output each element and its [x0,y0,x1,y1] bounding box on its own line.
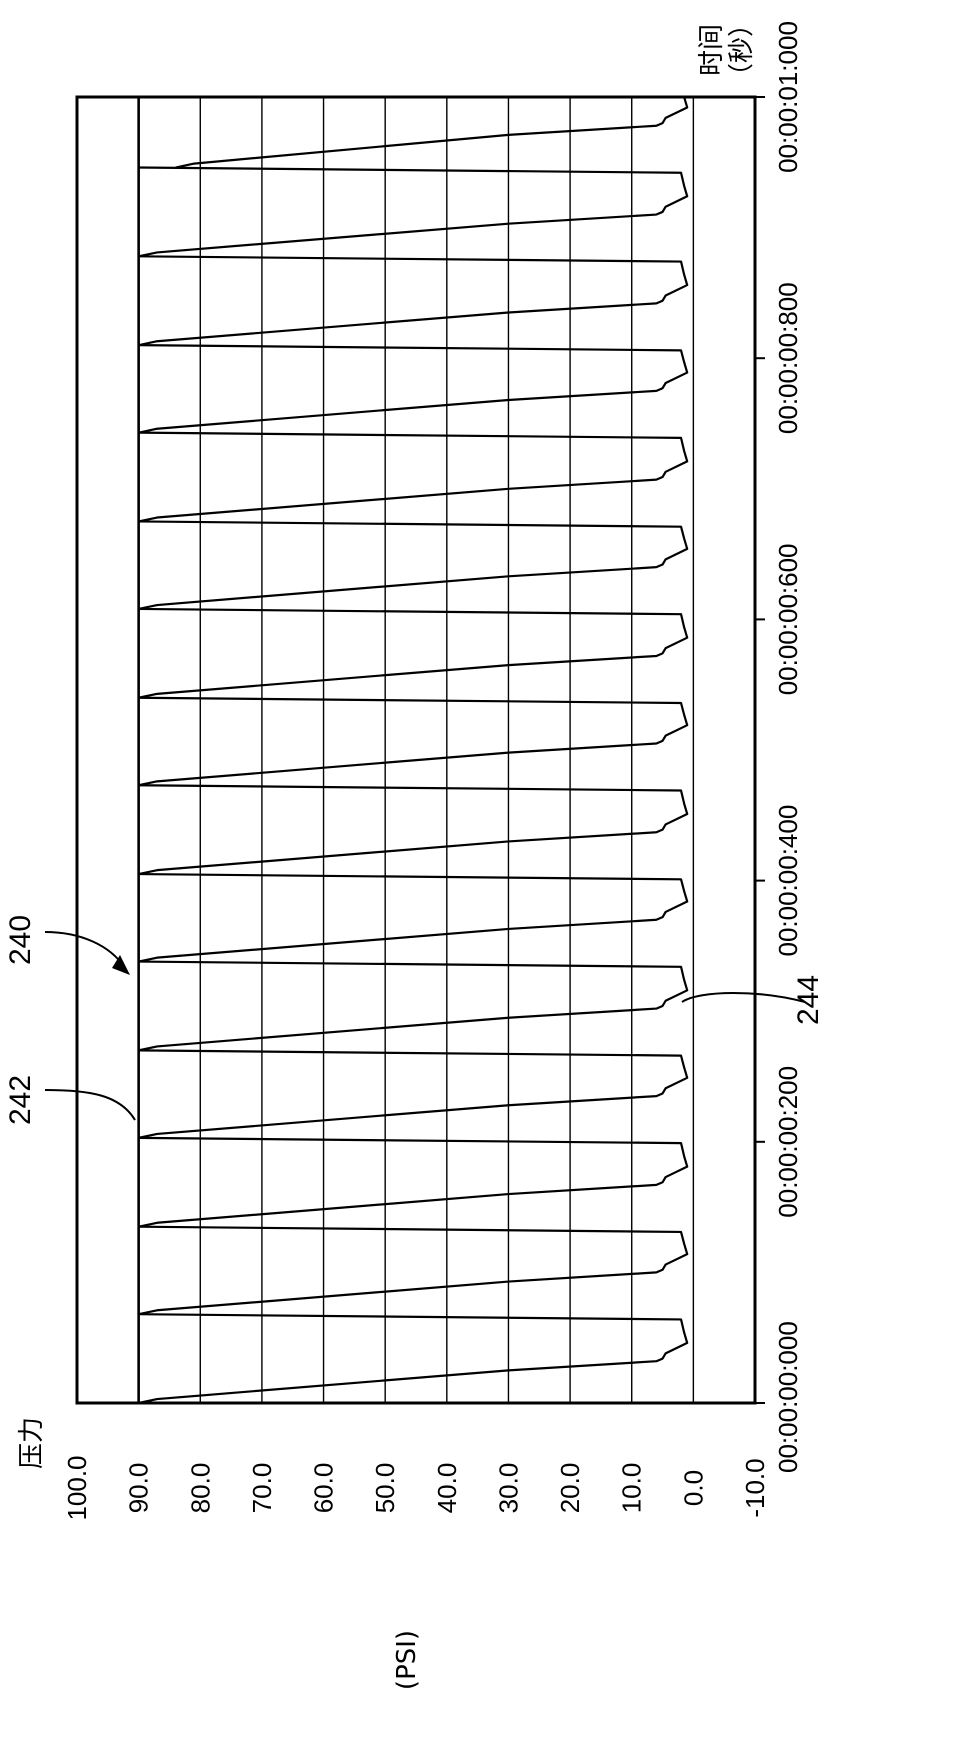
plot-frame [75,95,757,1405]
x-tick-label: 00:00:00:200 [773,1066,803,1218]
pressure-pulse [138,1136,689,1228]
ref-label-240: 240 [4,915,37,965]
y-tick-label: 10.0 [617,1463,647,1514]
pressure-pulse [138,960,689,1052]
axis-labels: 100.0 90.0 80.0 70.0 60.0 50.0 40.0 30.0 20.0 10.… [17,11,803,1690]
pressure-pulse [138,520,689,611]
y-tick-label: -10.0 [740,1458,770,1517]
pressure-pulse [138,1313,689,1405]
pressure-pulse [138,607,689,699]
y-tick-label: 40.0 [432,1463,462,1514]
y-axis-title: 压力 [17,1417,47,1469]
ref-leader-242 [44,1089,136,1121]
y-tick-label: 60.0 [309,1463,339,1514]
x-tick-label: 00:00:00:800 [773,282,803,434]
y-tick-label: 100.0 [62,1455,92,1520]
ref-leader-244 [681,992,806,1003]
pressure-pulse [138,431,689,523]
pressure-series [138,96,689,1405]
pressure-pulse [138,784,689,876]
y-tick-label: 0.0 [678,1470,708,1506]
pressure-pulse [138,344,689,434]
y-tick-label: 70.0 [247,1463,277,1514]
x-tick-label: 00:00:00:000 [773,1321,803,1473]
pressure-pulse [138,872,689,963]
y-tick-label: 90.0 [124,1463,154,1514]
pressure-pulse [175,96,689,169]
x-axis-title: 时间 [697,24,727,76]
x-tick-label: 00:00:00:400 [773,805,803,957]
pressure-pulse [138,255,689,347]
x-tick-label: 00:00:01:000 [773,21,803,173]
ref-arrow-240 [112,955,130,975]
y-axis-unit: (PSI) [392,1630,422,1690]
grid-lines [137,97,695,1403]
y-tick-label: 50.0 [370,1463,400,1514]
x-axis-unit: （秒） [727,11,757,89]
ref-leader-240 [44,931,126,969]
x-tick-label: 00:00:00:600 [773,543,803,695]
y-tick-label: 80.0 [185,1463,215,1514]
axis-ticks [755,96,765,1404]
pressure-pulse [138,696,689,787]
y-tick-label: 20.0 [555,1463,585,1514]
pressure-pulse [138,166,689,258]
ref-label-242: 242 [4,1075,37,1125]
y-tick-label: 30.0 [493,1463,523,1514]
pressure-pulse [138,1049,689,1139]
pressure-pulse [138,1225,689,1316]
